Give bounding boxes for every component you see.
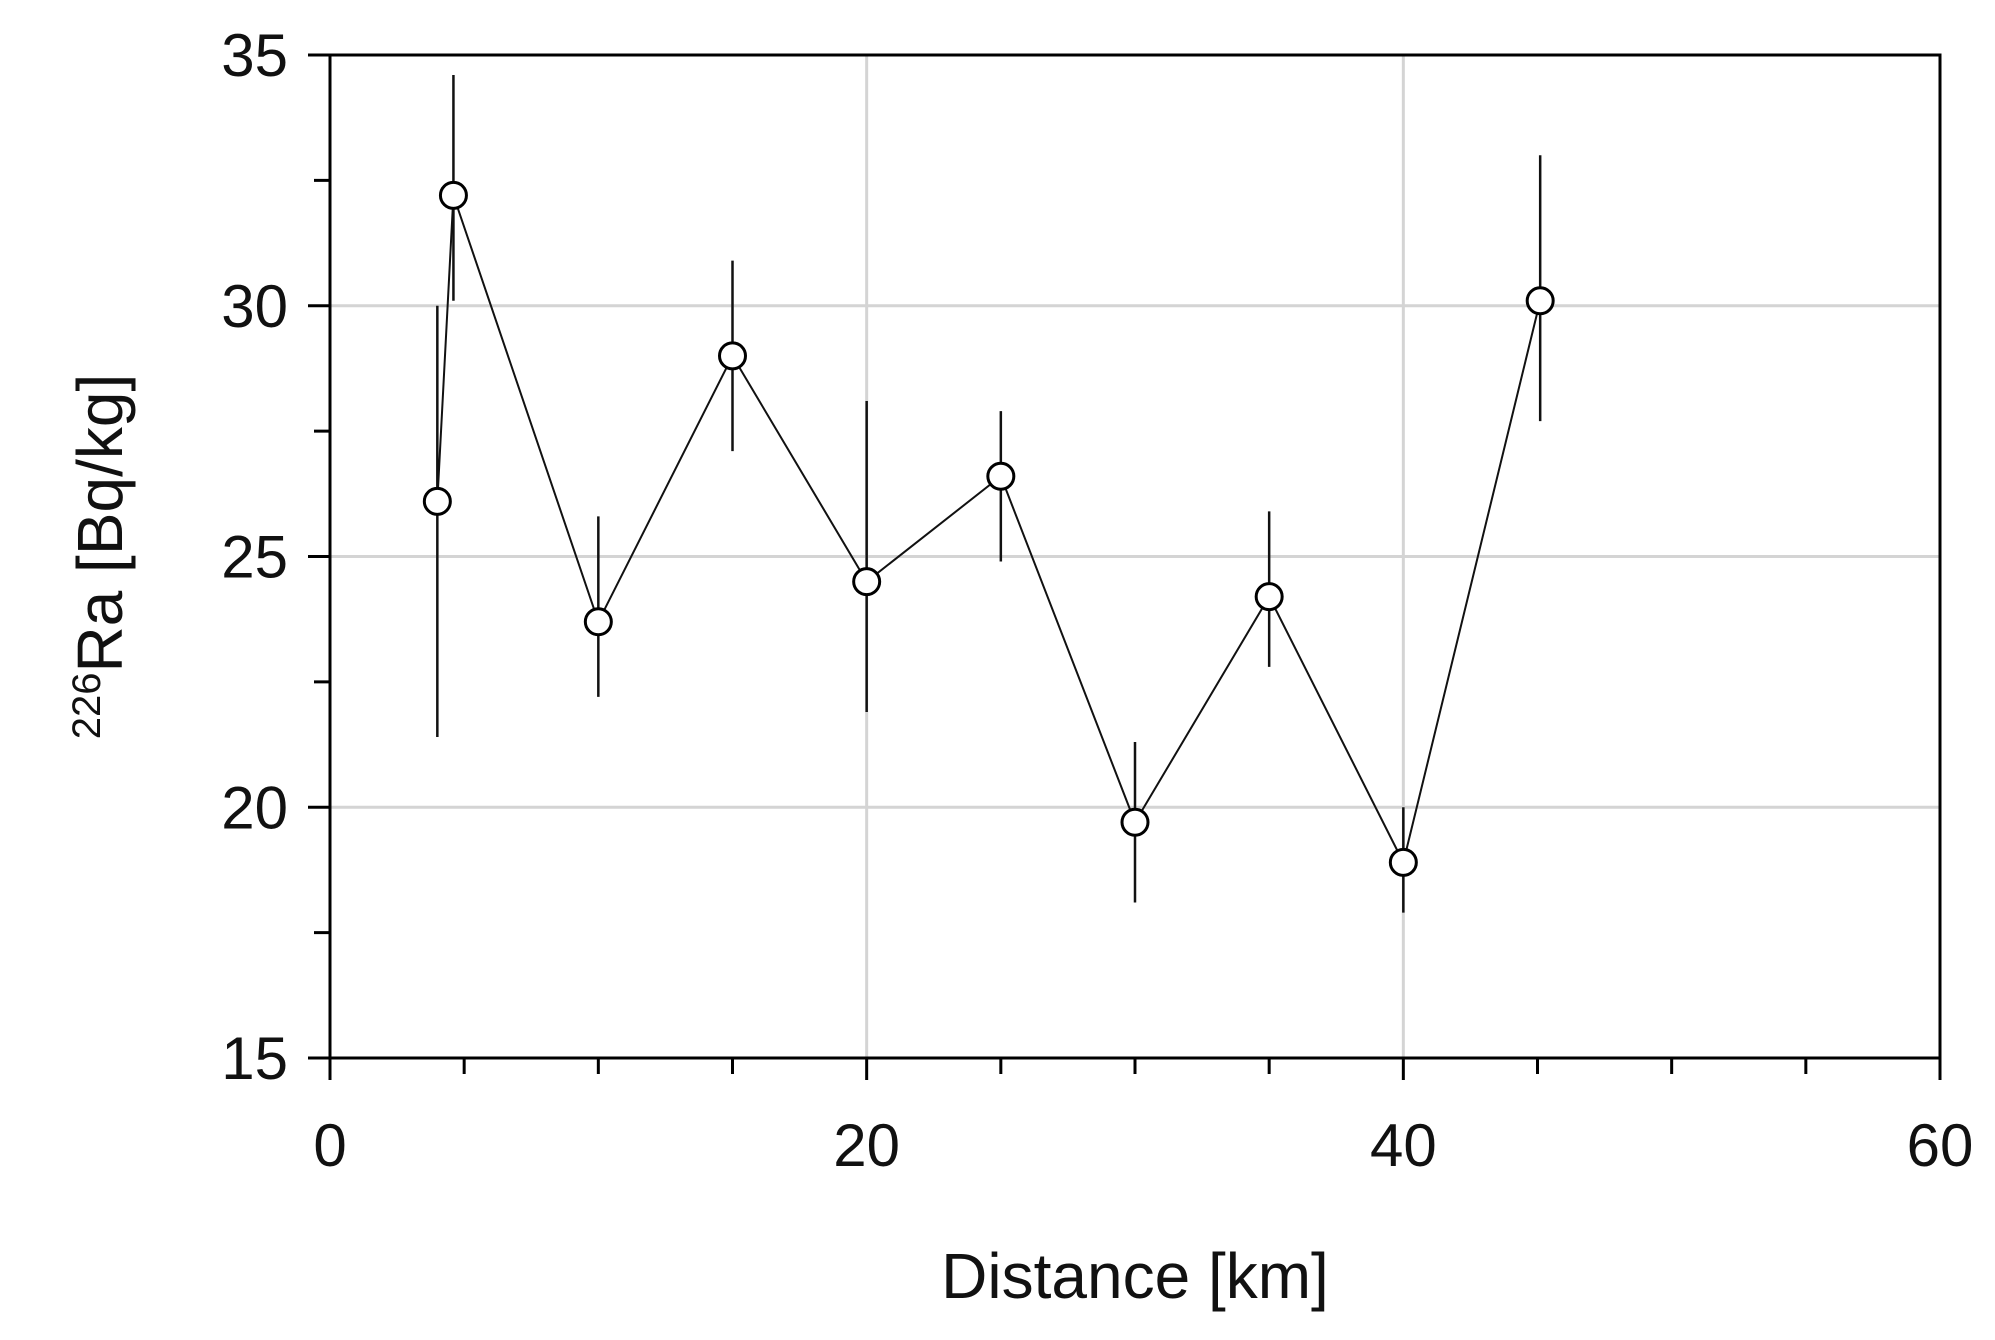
data-point — [1254, 582, 1284, 612]
data-point — [1120, 807, 1150, 837]
marker-layer — [422, 180, 1555, 877]
y-tick-label: 25 — [221, 524, 288, 591]
y-axis-title-superscript: 226 — [65, 673, 109, 740]
y-axis-title: 226Ra [Bq/kg] — [64, 374, 136, 740]
series-line — [436, 195, 1542, 866]
data-point — [852, 567, 882, 597]
x-tick-label: 40 — [1370, 1112, 1437, 1179]
errorbar-layer — [436, 75, 1542, 913]
data-point — [438, 180, 468, 210]
data-point — [986, 461, 1016, 491]
y-axis-title-text: Ra [Bq/kg] — [64, 374, 136, 673]
y-tick-label: 30 — [221, 273, 288, 340]
data-point — [583, 607, 613, 637]
x-tick-label: 20 — [833, 1112, 900, 1179]
tick-layer — [308, 53, 1942, 1080]
data-point — [1525, 286, 1555, 316]
data-point — [422, 486, 452, 516]
grid-layer — [330, 55, 1940, 1058]
x-tick-label: 0 — [313, 1112, 346, 1179]
y-tick-label: 15 — [221, 1025, 288, 1092]
label-layer: 0 20 40 60 15 20 25 30 35 — [221, 22, 1973, 1179]
x-axis-title: Distance [km] — [941, 1240, 1329, 1312]
y-tick-label: 20 — [221, 774, 288, 841]
y-tick-label: 35 — [221, 22, 288, 89]
x-tick-label: 60 — [1907, 1112, 1974, 1179]
data-point — [1388, 847, 1418, 877]
data-point — [718, 341, 747, 371]
